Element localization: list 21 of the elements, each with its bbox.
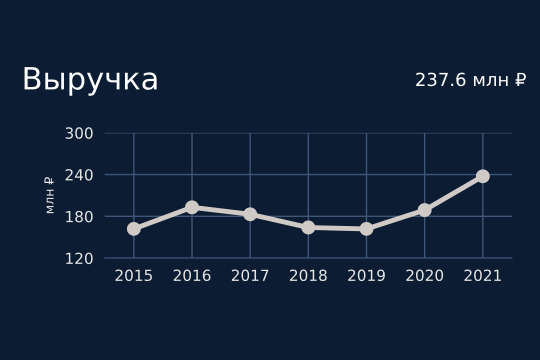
point: [126, 222, 141, 236]
x-tick-label: 2016: [174, 270, 210, 282]
y-tick-label: 240: [66, 169, 93, 181]
text: 237.6 млн ₽: [416, 72, 526, 86]
x-tick-label: 2015: [116, 270, 152, 282]
y-tick-label: 300: [66, 127, 93, 139]
y-tick-label: 120: [66, 252, 93, 264]
y-tick-label: 180: [66, 210, 93, 222]
x-tick-label: 2021: [464, 270, 501, 282]
chart-title: Выручка: [24, 67, 157, 96]
x-tick-label: 2019: [348, 270, 385, 282]
point: [185, 200, 199, 214]
point: [301, 220, 316, 234]
point: [476, 169, 490, 184]
y-axis-title: млн ₽: [44, 177, 54, 214]
x-tick-label: 2018: [290, 270, 327, 282]
x-tick-label: 2020: [406, 270, 444, 282]
x-tick-label: 2017: [232, 270, 268, 282]
point: [360, 222, 374, 236]
point: [418, 203, 432, 218]
point: [243, 207, 258, 222]
